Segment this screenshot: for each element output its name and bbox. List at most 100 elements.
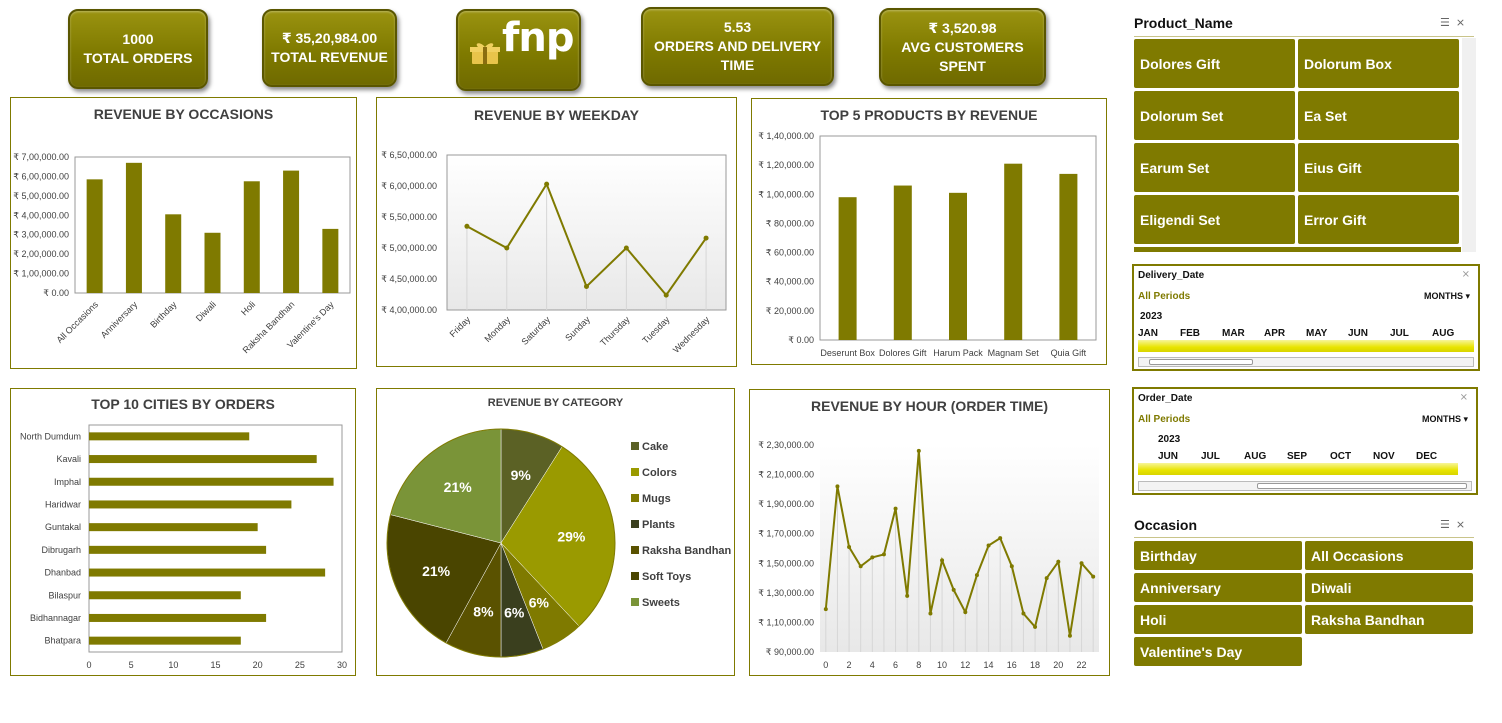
slicer-divider <box>1134 537 1474 538</box>
data-point <box>544 181 550 187</box>
x-tick-label: 16 <box>1007 660 1017 670</box>
data-point <box>905 593 910 598</box>
category-chart-panel: REVENUE BY CATEGORY 9% 29% 6% 6% 8% 21% 21% Cak… <box>376 388 735 676</box>
timeline-month-label[interactable]: MAR <box>1222 328 1245 339</box>
kpi-avg-spent: ₹ 3,520.98 AVG CUSTOMERS SPENT <box>879 8 1046 86</box>
y-tick-label: ₹ 80,000.00 <box>766 218 814 228</box>
timeline-month-label[interactable]: JUL <box>1201 451 1220 462</box>
timeline-month-label[interactable]: JUN <box>1348 328 1369 339</box>
kpi-value: 1000 <box>122 31 154 47</box>
clear-filter-icon[interactable]: ⨯ <box>1455 17 1472 29</box>
product-slicer-item[interactable]: Eius Gift <box>1298 143 1459 192</box>
x-tick-label: Quia Gift <box>1051 348 1087 358</box>
clear-filter-icon[interactable]: ⨯ <box>1459 392 1468 403</box>
timeline-month-label[interactable]: JUL <box>1390 328 1409 339</box>
legend-label: Plants <box>642 519 675 531</box>
timeline-month-label[interactable]: DEC <box>1416 451 1438 462</box>
data-label: 9% <box>511 467 532 483</box>
y-tick-label: ₹ 1,70,000.00 <box>758 529 814 539</box>
product-slicer-item[interactable]: Dolorum Box <box>1298 39 1459 88</box>
bar <box>89 477 334 486</box>
scroll-thumb[interactable] <box>1149 359 1253 365</box>
order-date-timeline: Order_Date ⨯ All Periods MONTHS ▾ 2023 J… <box>1132 387 1478 495</box>
x-tick-label: Wednesday <box>671 314 712 355</box>
occasion-slicer-item[interactable]: Birthday <box>1134 541 1302 570</box>
kpi-label: ORDERS AND DELIVERY TIME <box>654 38 821 73</box>
product-slicer-item[interactable]: Eligendi Set <box>1134 195 1295 244</box>
data-point <box>1067 633 1072 638</box>
timeline-month-label[interactable]: JUN <box>1158 451 1179 462</box>
timeline-unit[interactable]: MONTHS ▾ <box>1423 291 1470 301</box>
occasion-slicer-item[interactable]: Raksha Bandhan <box>1305 605 1473 634</box>
timeline-month-label[interactable]: OCT <box>1330 451 1352 462</box>
bar <box>165 214 182 293</box>
pie-outline <box>386 428 616 658</box>
scroll-thumb[interactable] <box>1257 483 1467 489</box>
y-tick-label: ₹ 6,00,000.00 <box>13 171 69 181</box>
timeline-month-label[interactable]: AUG <box>1432 328 1455 339</box>
timeline-month-label[interactable]: FEB <box>1180 328 1200 339</box>
product-slicer-scrollbar[interactable] <box>1462 38 1476 252</box>
product-slicer-item[interactable]: Error Gift <box>1298 195 1459 244</box>
legend-swatch <box>631 598 639 606</box>
kpi-value: ₹ 3,520.98 <box>928 19 997 36</box>
legend-label: Soft Toys <box>642 571 691 583</box>
timeline-scrollbar[interactable] <box>1138 481 1472 491</box>
multi-select-icon[interactable]: ☰ <box>1440 519 1456 531</box>
occasion-slicer-item[interactable]: Anniversary <box>1134 573 1302 602</box>
y-tick-label: ₹ 2,10,000.00 <box>758 470 814 480</box>
kpi-label: AVG CUSTOMERS SPENT <box>901 38 1024 74</box>
bar <box>89 591 241 600</box>
bar <box>949 192 967 340</box>
y-tick-label: Dibrugarh <box>41 545 81 555</box>
x-tick-label: 30 <box>337 660 347 670</box>
x-tick-label: Holi <box>239 299 257 317</box>
x-tick-label: Deserunt Box <box>820 348 875 358</box>
product-slicer-item[interactable]: Earum Set <box>1134 143 1295 192</box>
bar <box>283 170 300 293</box>
x-tick-label: Monday <box>482 314 512 344</box>
cities-chart-panel: TOP 10 CITIES BY ORDERS North Dumdum Kava… <box>10 388 356 676</box>
occasion-slicer-item[interactable]: All Occasions <box>1305 541 1473 570</box>
timeline-scrollbar[interactable] <box>1138 357 1474 367</box>
timeline-month-label[interactable]: JAN <box>1138 328 1159 339</box>
clear-filter-icon[interactable]: ⨯ <box>1461 269 1470 280</box>
y-tick-label: ₹ 3,00,000.00 <box>13 230 69 240</box>
weekday-line-chart: ₹ 6,50,000.00 ₹ 6,00,000.00 ₹ 5,50,000.00 ₹… <box>381 150 727 355</box>
occasion-slicer-item[interactable]: Diwali <box>1305 573 1473 602</box>
timeline-month-label[interactable]: NOV <box>1373 451 1395 462</box>
data-label: 29% <box>557 528 586 544</box>
timeline-unit[interactable]: MONTHS ▾ <box>1421 414 1468 424</box>
timeline-month-label[interactable]: SEP <box>1287 451 1308 462</box>
data-point <box>623 245 629 251</box>
timeline-month-label[interactable]: MAY <box>1306 328 1328 339</box>
occasion-slicer-title: Occasion <box>1134 517 1198 533</box>
x-tick-label: 0 <box>823 660 828 670</box>
occasion-slicer-item[interactable]: Holi <box>1134 605 1302 634</box>
timeline-month-label[interactable]: APR <box>1264 328 1286 339</box>
bar <box>89 545 267 554</box>
data-point <box>1079 561 1084 566</box>
product-slicer-item[interactable]: Dolorum Set <box>1134 91 1295 140</box>
timeline-month-label[interactable]: AUG <box>1244 451 1267 462</box>
data-point <box>703 235 709 241</box>
timeline-year: 2023 <box>1158 434 1181 445</box>
x-tick-label: 10 <box>937 660 947 670</box>
multi-select-icon[interactable]: ☰ <box>1440 17 1456 29</box>
y-tick-label: Imphal <box>54 477 81 487</box>
data-point <box>504 245 510 251</box>
product-slicer-item[interactable]: Ea Set <box>1298 91 1459 140</box>
data-point <box>1009 564 1014 569</box>
clear-filter-icon[interactable]: ⨯ <box>1455 519 1472 531</box>
timeline-bar[interactable] <box>1138 463 1458 475</box>
legend-swatch <box>631 494 639 502</box>
y-tick-label: ₹ 1,20,000.00 <box>758 160 814 170</box>
x-tick-label: 4 <box>870 660 875 670</box>
occasion-slicer-item[interactable]: Valentine's Day <box>1134 637 1302 666</box>
data-point <box>858 564 863 569</box>
x-tick-label: Dolores Gift <box>879 348 927 358</box>
y-tick-label: ₹ 40,000.00 <box>766 277 814 287</box>
y-tick-label: ₹ 20,000.00 <box>766 306 814 316</box>
timeline-bar[interactable] <box>1138 340 1474 352</box>
product-slicer-item[interactable]: Dolores Gift <box>1134 39 1295 88</box>
